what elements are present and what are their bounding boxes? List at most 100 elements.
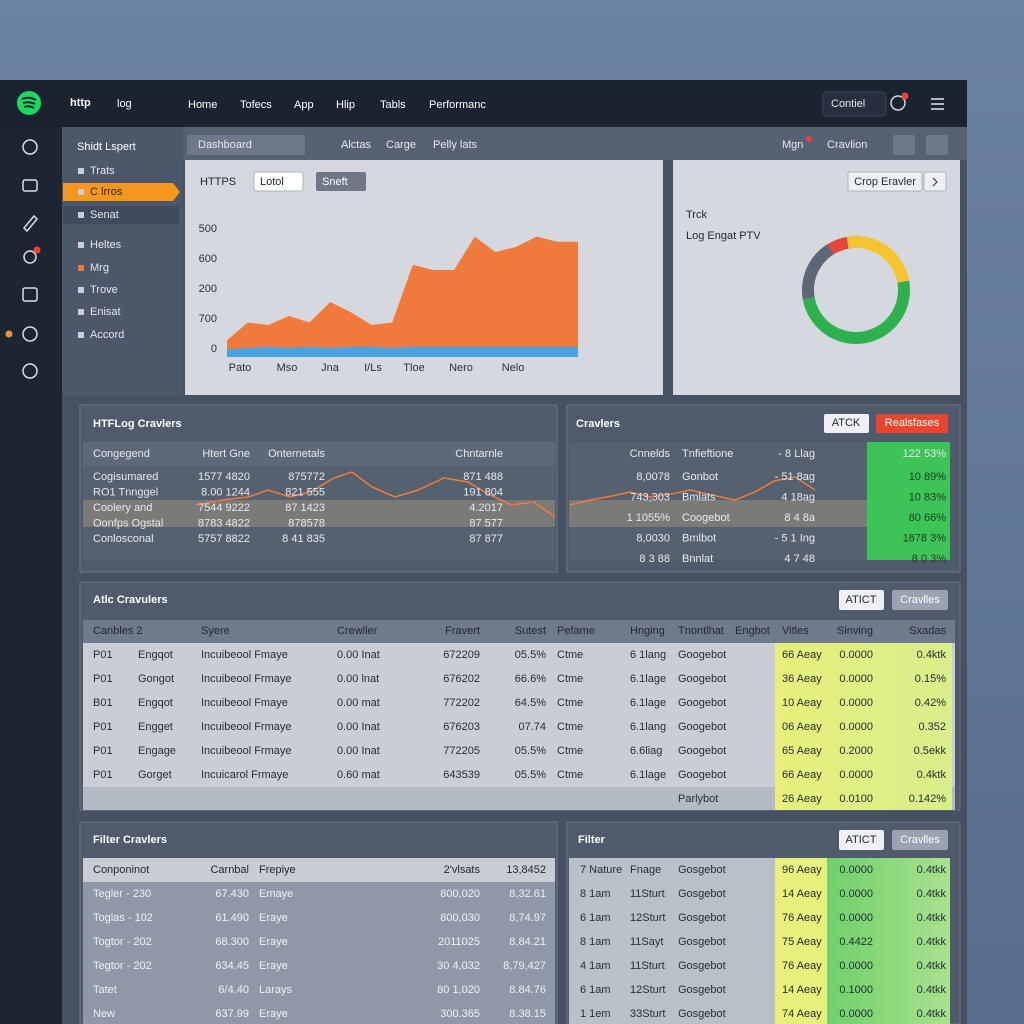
table-cell: 8 1am <box>580 888 611 900</box>
table-cell: 300.365 <box>440 1008 480 1020</box>
dashboard-dropdown[interactable] <box>187 135 305 155</box>
search-button[interactable] <box>926 135 948 155</box>
y-tick-label: 0 <box>211 343 217 355</box>
rail-icon[interactable] <box>22 326 38 342</box>
menu-icon[interactable] <box>931 98 944 110</box>
table-cell: 7 Nature <box>580 864 622 876</box>
table-cell: 10 89% <box>909 471 947 483</box>
table-cell: Incuibeool Frmaye <box>201 721 292 733</box>
column-header: 2'vlsats <box>444 864 481 876</box>
table-cell: Gorget <box>138 769 172 781</box>
table-cell: 0.1000 <box>839 984 873 996</box>
table-row-highlight <box>83 500 555 527</box>
table-cell: P01 <box>93 769 113 781</box>
column-header: 13,8452 <box>506 864 546 876</box>
table-cell: 80 66% <box>909 512 947 524</box>
table-cell: 6 1lang <box>630 649 666 661</box>
x-tick-label: Pato <box>229 362 252 374</box>
table-cell: P01 <box>93 721 113 733</box>
table-cell: Incuibeool Frmaye <box>201 745 292 757</box>
column-header: Engbot <box>735 625 770 637</box>
table-cell: 4.2017 <box>469 502 503 514</box>
x-tick-label: Jna <box>321 362 340 374</box>
table-cell: 800,030 <box>440 912 480 924</box>
top-bar <box>0 80 967 127</box>
donut-panel <box>673 160 960 395</box>
rail-icon[interactable] <box>23 250 37 264</box>
rail-icons <box>22 139 39 379</box>
select[interactable] <box>253 171 304 192</box>
rail-icon[interactable] <box>22 214 39 233</box>
rail-icon[interactable] <box>22 287 38 302</box>
table-cell: 8.00 1244 <box>201 486 250 498</box>
table-cell: 87 1423 <box>285 502 325 514</box>
donut-segment <box>846 236 910 283</box>
grid-button[interactable] <box>893 135 915 155</box>
button[interactable] <box>847 171 923 192</box>
table-cell: 7544 9222 <box>198 502 250 514</box>
table-cell: 0.4tkk <box>917 912 947 924</box>
table-cell: Eraye <box>259 912 288 924</box>
badge <box>806 136 812 142</box>
table-cell: 8,74.97 <box>509 912 546 924</box>
table-cell: 06 Aeay <box>782 721 822 733</box>
column-header: Canbles 2 <box>93 625 143 637</box>
table-cell: - 5 1 Ing <box>775 532 815 544</box>
table-cell: 743,303 <box>630 491 670 503</box>
table-cell: New <box>93 1008 115 1020</box>
panel-title: HTTPS <box>200 176 236 188</box>
area <box>227 346 578 357</box>
donut-segment <box>802 244 835 300</box>
column-header: Pefame <box>557 625 595 637</box>
button[interactable] <box>839 830 884 850</box>
rail-icon[interactable] <box>22 139 38 155</box>
menu-icon <box>78 242 84 248</box>
control-button[interactable] <box>822 91 887 117</box>
table-cell: 772202 <box>443 697 480 709</box>
column-header: Sxadas <box>909 625 946 637</box>
table-cell: 67.430 <box>215 888 249 900</box>
table-cell: P01 <box>93 673 113 685</box>
table-cell: 8 4 8a <box>784 512 815 524</box>
table-cell: 0.4tkk <box>917 984 947 996</box>
menu-icon <box>78 189 84 195</box>
toolbar-link: Carge <box>386 139 416 151</box>
table-cell: 637.99 <box>215 1008 249 1020</box>
bell-icon[interactable] <box>890 95 906 111</box>
select[interactable] <box>316 172 366 191</box>
button[interactable] <box>824 414 869 433</box>
table-cell: Tatet <box>93 984 117 996</box>
nav-link: Tabls <box>380 99 406 111</box>
table-cell: Fnage <box>630 864 661 876</box>
menu-item: Mrg <box>90 262 109 274</box>
menu-item: Enisat <box>90 306 121 318</box>
table-header <box>83 858 555 882</box>
button[interactable] <box>892 590 948 610</box>
rail-icon[interactable] <box>22 363 38 379</box>
x-tick-label: Nero <box>449 362 473 374</box>
table-cell: 8783 4822 <box>198 517 250 529</box>
table-cell: Incuicarol Frmaye <box>201 769 288 781</box>
button[interactable] <box>876 414 948 433</box>
panel-title: HTFLog Cravlers <box>93 418 182 430</box>
table-cell: 8,79,427 <box>503 960 546 972</box>
button[interactable] <box>839 590 884 610</box>
column-header: Conponinot <box>93 864 149 876</box>
menu-icon <box>78 309 84 315</box>
table-cell: Emaye <box>259 888 293 900</box>
table-cell: Googebot <box>678 673 726 685</box>
table-cell: 4 7 48 <box>784 553 815 565</box>
column-header: Fravert <box>445 625 480 637</box>
table-cell: 0.0000 <box>839 769 873 781</box>
table-cell: Bmlbot <box>682 532 716 544</box>
menu-title: Shidt Lspert <box>77 141 136 153</box>
button[interactable] <box>892 830 948 850</box>
table-cell: 0.5ekk <box>914 745 947 757</box>
table-cell: 64.5% <box>515 697 546 709</box>
button[interactable] <box>923 171 947 192</box>
toolbar-link: Cravlion <box>827 139 867 151</box>
column-header: - 8 Llag <box>778 448 815 460</box>
rail-icon[interactable] <box>22 179 38 192</box>
button-label: Realsfases <box>885 417 940 429</box>
table-cell: 821 555 <box>285 486 325 498</box>
